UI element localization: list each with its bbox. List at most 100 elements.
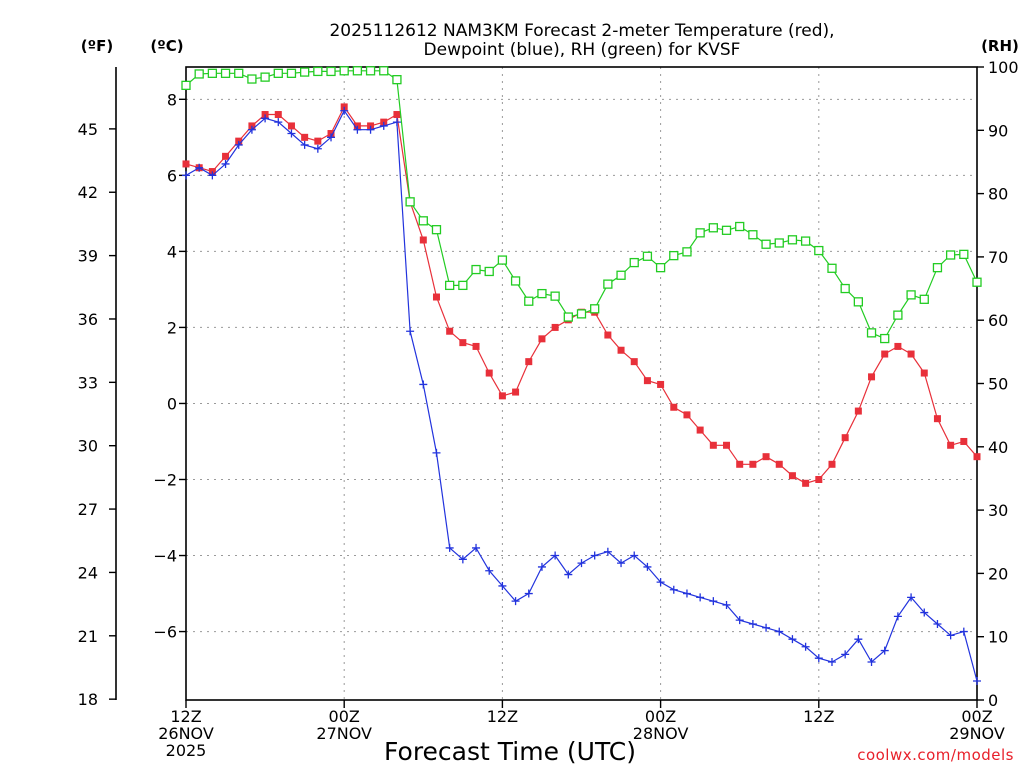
temperature-point (498, 392, 506, 400)
celsius-tick-label: 4 (167, 242, 177, 261)
dewpoint-point (696, 593, 705, 602)
dewpoint-point (327, 133, 336, 142)
rh-tick-label: 70 (988, 248, 1008, 267)
dewpoint-point (247, 125, 256, 134)
dewpoint-point (287, 129, 296, 138)
fahrenheit-tick-label: 45 (78, 120, 98, 139)
rh-point (484, 266, 494, 277)
temperature-point (617, 346, 625, 354)
chart-title-line2: Dewpoint (blue), RH (green) for KVSF (424, 40, 741, 60)
temperature-point (182, 160, 190, 168)
rh-point (629, 257, 639, 268)
temperature-point (604, 331, 612, 339)
rh-point (524, 296, 534, 306)
dewpoint-point (669, 585, 678, 594)
dewpoint-point (498, 581, 507, 590)
temperature-point (446, 327, 454, 335)
rh-point (893, 310, 903, 320)
rh-point (642, 251, 653, 261)
rh-tick-label: 0 (988, 691, 998, 710)
rh-point (273, 68, 283, 78)
rh-point (247, 74, 257, 84)
rh-tick-label: 100 (988, 58, 1019, 77)
celsius-tick-label: 8 (167, 90, 177, 109)
rh-point (339, 66, 349, 76)
rh-point (972, 277, 982, 287)
celsius-tick-label: 0 (167, 394, 177, 413)
dewpoint-point (973, 676, 981, 685)
rh-point (682, 247, 692, 257)
temperature-point (868, 373, 876, 381)
series-rh (181, 66, 982, 344)
temperature-point (485, 369, 493, 377)
temperature-point (393, 111, 401, 119)
rh-point (880, 333, 890, 344)
temperature-point (802, 479, 810, 487)
x-tick-label: 26NOV (158, 724, 214, 743)
temperature-point (512, 388, 520, 396)
dewpoint-point (827, 657, 836, 666)
x-tick-label: 12Z (170, 707, 201, 726)
temperature-point (775, 460, 783, 468)
temperature-point (643, 377, 651, 385)
dewpoint-point (234, 140, 243, 149)
temperature-point (841, 434, 849, 442)
dewpoint-point (379, 121, 388, 130)
dewpoint-point (221, 159, 230, 168)
rh-point (299, 67, 310, 77)
temperature-point (723, 441, 731, 449)
dewpoint-point (195, 163, 204, 172)
x-axis-label: Forecast Time (UTC) (384, 737, 636, 766)
rh-point (352, 66, 363, 76)
rh-point (418, 216, 428, 226)
grid-lines (186, 67, 977, 700)
fahrenheit-tick-label: 39 (78, 247, 98, 266)
fahrenheit-tick-label: 30 (78, 437, 98, 456)
temperature-point (749, 460, 757, 468)
dewpoint-point (880, 646, 889, 655)
temperature-point (630, 358, 638, 366)
rh-point (919, 294, 929, 304)
axes: 18212427303336394245−6−4−202468010203040… (78, 58, 1019, 760)
rh-point (735, 221, 745, 232)
dewpoint-point (406, 327, 415, 336)
dewpoint-point (577, 559, 586, 568)
x-tick-label: 00Z (645, 707, 676, 726)
temperature-point (854, 407, 862, 415)
dewpoint-point (340, 106, 349, 115)
rh-point (827, 263, 837, 273)
dewpoint-point (511, 597, 520, 606)
rh-point (392, 75, 402, 85)
fahrenheit-unit-label: (ºF) (81, 37, 113, 55)
fahrenheit-tick-label: 18 (78, 690, 98, 709)
rh-unit-label: (RH) (981, 37, 1019, 55)
celsius-tick-label: −6 (153, 623, 177, 642)
rh-point (445, 280, 455, 291)
rh-point (313, 66, 323, 77)
dewpoint-point (722, 600, 731, 609)
temperature-point (762, 453, 770, 461)
x-tick-label: 28NOV (633, 724, 689, 743)
rh-point (458, 280, 468, 291)
dewpoint-point (432, 448, 441, 457)
dewpoint-point (656, 578, 665, 587)
temperature-point (973, 453, 981, 461)
temperature-point (696, 426, 704, 434)
temperature-point (472, 342, 480, 350)
dewpoint-point (946, 631, 955, 640)
rh-point (326, 66, 336, 77)
credit-text: coolwx.com/models (857, 746, 1014, 764)
fahrenheit-tick-label: 24 (78, 563, 98, 582)
dewpoint-point (617, 559, 626, 568)
rh-point (761, 239, 771, 249)
dewpoint-point (419, 380, 428, 389)
dewpoint-point (590, 551, 599, 560)
dewpoint-point (300, 140, 309, 149)
fahrenheit-tick-label: 33 (78, 373, 98, 392)
fahrenheit-tick-label: 27 (78, 500, 98, 519)
x-tick-label: 27NOV (316, 724, 372, 743)
dewpoint-point (907, 593, 916, 602)
celsius-tick-label: 6 (167, 166, 177, 185)
dewpoint-point (313, 144, 322, 153)
dewpoint-point (643, 562, 652, 571)
